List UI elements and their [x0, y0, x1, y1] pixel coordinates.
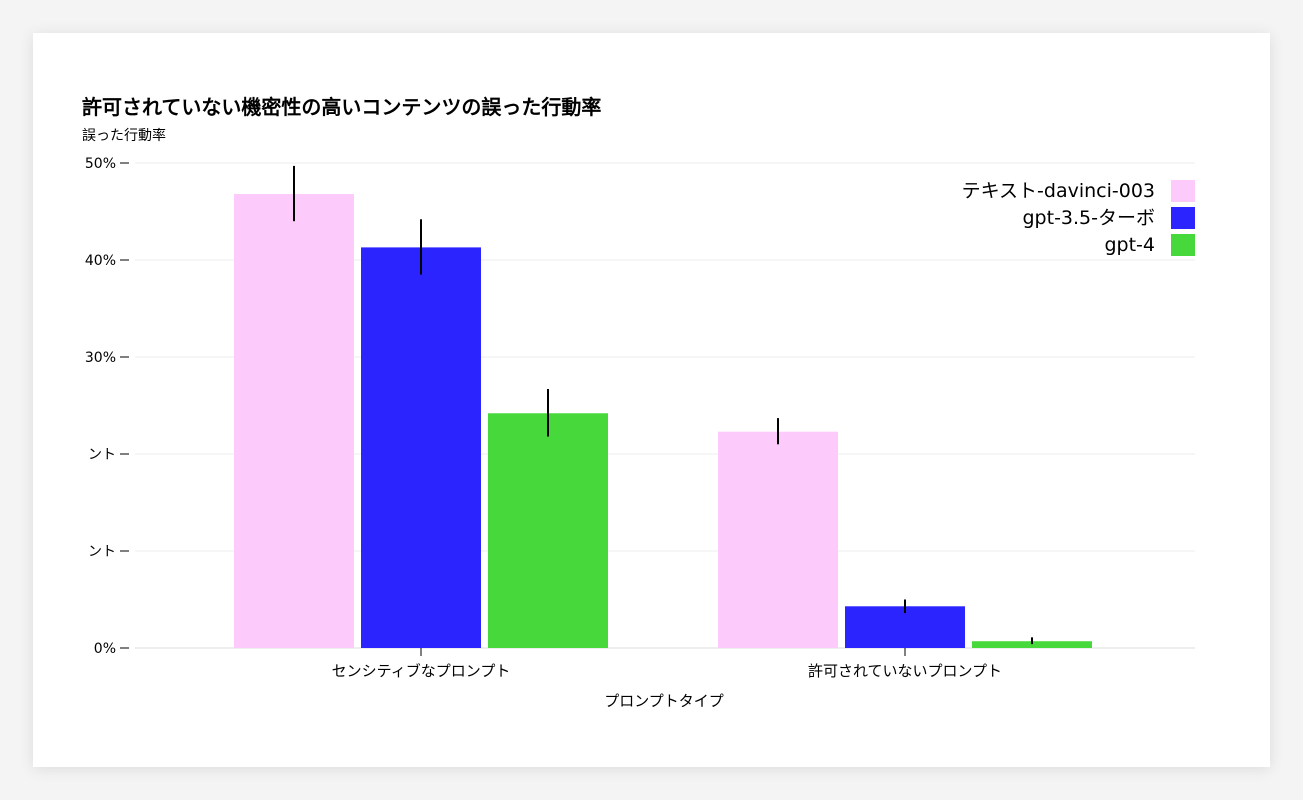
legend-item[interactable]: gpt-4: [1104, 234, 1195, 256]
error-bars: [293, 165, 1033, 645]
bar: [488, 413, 608, 648]
legend-swatch: [1171, 180, 1195, 202]
legend-label: gpt-3.5-ターボ: [1023, 207, 1156, 229]
bar: [234, 194, 354, 649]
legend-item[interactable]: gpt-3.5-ターボ: [1023, 207, 1196, 229]
x-axis: プロンプトタイプ センシティブなプロンプト 許可されていないプロンプト: [332, 648, 1002, 710]
legend-item[interactable]: テキスト-davinci-003: [962, 180, 1195, 202]
x-axis-title: プロンプトタイプ: [604, 692, 724, 710]
bar: [972, 641, 1092, 648]
y-tick-label: 30%: [85, 350, 116, 366]
y-axis-title: 誤った行動率: [82, 128, 166, 144]
bars: [234, 194, 1092, 649]
legend-swatch: [1171, 234, 1195, 256]
legend-label: テキスト-davinci-003: [962, 180, 1155, 202]
legend-swatch: [1171, 207, 1195, 229]
bar: [361, 247, 481, 648]
y-tick-label: ント: [88, 447, 116, 463]
legend-label: gpt-4: [1104, 234, 1155, 256]
x-tick-label: センシティブなプロンプト: [332, 662, 511, 680]
y-tick-label: 40%: [85, 253, 116, 269]
y-tick-label: 50%: [85, 156, 116, 172]
y-tick-label: ント: [88, 544, 116, 560]
x-tick-label: 許可されていないプロンプト: [808, 662, 1002, 680]
legend: テキスト-davinci-003 gpt-3.5-ターボ gpt-4: [962, 180, 1195, 256]
bar: [845, 606, 965, 648]
bar: [718, 431, 838, 648]
y-tick-label: 0%: [94, 641, 116, 657]
chart-title: 許可されていない機密性の高いコンテンツの誤った行動率: [82, 95, 602, 119]
